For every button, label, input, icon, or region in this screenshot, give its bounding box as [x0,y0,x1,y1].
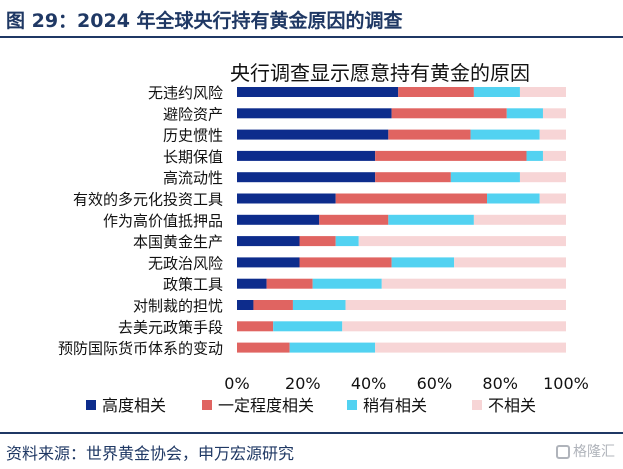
category-label-11: 对制裁的担忧 [133,297,223,315]
x-tick-label-1: 0% [224,374,249,393]
bar-segment-8-series-3 [335,236,359,247]
bar-segment-10-series-3 [312,278,382,289]
watermark: 格隆汇 [556,441,615,461]
legend-label-2: 一定程度相关 [218,396,314,415]
bar-segment-9-series-3 [391,257,455,268]
bar-segment-12-series-3 [273,321,343,332]
category-label-4: 长期保值 [163,148,223,166]
x-tick-label-4: 60% [417,374,453,393]
bar-segment-2-series-4 [542,108,566,119]
figure-source: 资料来源：世界黄金协会，申万宏源研究 [6,444,295,463]
bar-segment-11-series-3 [292,300,346,310]
category-label-12: 去美元政策手段 [118,318,223,336]
bar-segment-13-series-3 [289,342,376,353]
bar-segment-11-series-4 [345,300,566,310]
bar-segment-10-series-2 [266,278,313,289]
bar-segment-5-series-3 [450,172,520,183]
stacked-bar-chart: 央行调查显示愿意持有黄金的原因 无违约风险避险资产历史惯性长期保值高流动性有效的… [58,61,589,415]
category-label-10: 政策工具 [163,276,223,294]
x-tick-label-3: 40% [351,374,387,393]
bar-segment-2-series-3 [506,108,543,119]
bar-segment-1-series-4 [519,87,566,97]
category-label-6: 有效的多元化投资工具 [73,191,223,209]
bar-segment-10-series-4 [381,278,566,289]
bar-segment-4-series-2 [375,150,527,161]
bar-segment-5-series-2 [375,172,451,183]
bar-segment-4-series-4 [542,150,566,161]
bar-segment-7-series-3 [388,214,474,225]
bar-segment-7-series-2 [319,214,389,225]
x-tick-label-2: 20% [285,374,321,393]
chart-title: 央行调查显示愿意持有黄金的原因 [230,61,530,85]
category-label-2: 避险资产 [163,105,223,123]
legend-swatch-4 [472,400,482,410]
bar-segment-8-series-2 [299,236,336,247]
bar-segment-6-series-1 [237,193,336,204]
bar-segment-5-series-1 [237,172,376,183]
category-labels: 无违约风险避险资产历史惯性长期保值高流动性有效的多元化投资工具作为高价值抵押品本… [58,84,223,358]
figure-header: 图 29：2024 年全球央行持有黄金原因的调查 [0,0,623,38]
bar-segment-3-series-4 [539,129,566,140]
bar-segment-9-series-4 [454,257,566,268]
category-label-8: 本国黄金生产 [133,233,223,251]
category-label-1: 无违约风险 [148,84,223,102]
bar-segment-1-series-3 [473,87,520,97]
bar-segment-12-series-4 [342,321,566,332]
figure-title: 图 29：2024 年全球央行持有黄金原因的调查 [6,10,403,32]
legend-label-1: 高度相关 [102,396,166,415]
bar-segment-13-series-4 [375,342,566,353]
source-divider [0,432,623,434]
bar-segment-2-series-2 [391,108,507,119]
bar-segment-6-series-2 [335,193,488,204]
legend-label-3: 稍有相关 [363,396,427,415]
category-label-5: 高流动性 [163,169,223,187]
bar-segment-7-series-1 [237,214,320,225]
bar-segment-9-series-1 [237,257,300,268]
category-label-3: 历史惯性 [163,127,223,145]
x-tick-labels: 0% 20% 40% 60% 80% 100% [224,374,589,393]
bar-segment-4-series-3 [526,150,543,161]
legend: 高度相关 一定程度相关 稍有相关 不相关 [86,396,536,415]
bar-segment-6-series-4 [539,193,566,204]
legend-label-4: 不相关 [488,396,536,415]
bar-segment-11-series-2 [253,300,293,310]
bar-segment-9-series-2 [299,257,392,268]
legend-swatch-2 [202,400,212,410]
bars-layer [237,87,566,353]
bar-segment-7-series-4 [473,214,566,225]
bar-segment-3-series-3 [470,129,540,140]
legend-swatch-3 [347,400,357,410]
bar-segment-12-series-2 [237,321,274,332]
bar-segment-3-series-1 [237,129,389,140]
bar-segment-8-series-4 [358,236,566,247]
bar-segment-2-series-1 [237,108,392,119]
bar-segment-8-series-1 [237,236,300,247]
category-label-9: 无政治风险 [148,254,223,272]
x-tick-label-6: 100% [543,374,589,393]
bar-segment-13-series-2 [237,342,290,353]
bar-segment-1-series-2 [398,87,474,97]
watermark-logo-icon [556,445,570,459]
watermark-text: 格隆汇 [573,444,615,460]
bar-segment-5-series-4 [519,172,566,183]
x-tick-label-5: 80% [482,374,518,393]
bar-segment-3-series-2 [388,129,471,140]
bar-segment-11-series-1 [237,300,254,310]
legend-swatch-1 [86,400,96,410]
bar-segment-4-series-1 [237,150,376,161]
bar-segment-1-series-1 [237,87,399,97]
category-label-13: 预防国际货币体系的变动 [58,340,223,358]
category-label-7: 作为高价值抵押品 [103,212,223,230]
bar-segment-6-series-3 [487,193,540,204]
bar-segment-10-series-1 [237,278,267,289]
